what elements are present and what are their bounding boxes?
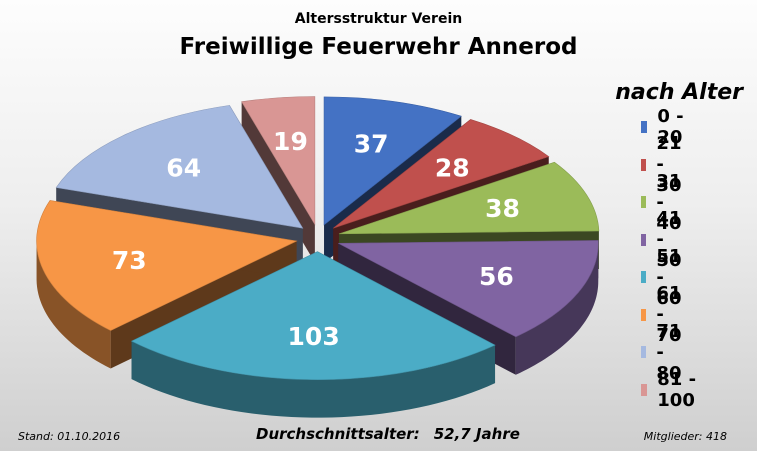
- legend-item-0-20: 0 - 20: [641, 106, 688, 148]
- stand-date: Stand: 01.10.2016: [18, 430, 121, 443]
- legend-swatch: [641, 196, 647, 208]
- legend-label: 21 - 30: [656, 133, 682, 196]
- legend-label: 51 - 60: [656, 245, 682, 309]
- chart-subtitle: Altersstruktur Verein: [294, 11, 463, 27]
- slice-top: [338, 161, 600, 235]
- legend-label: 41 - 50: [656, 208, 682, 271]
- pie-slice-61-70: 73: [36, 200, 298, 369]
- data-label-31-40: 38: [485, 194, 520, 223]
- slice-top: [323, 96, 462, 226]
- data-label-71-80: 64: [166, 153, 201, 182]
- data-label-41-50: 56: [479, 262, 514, 291]
- slice-top: [241, 96, 316, 226]
- legend-item-61-70: 61 - 70: [641, 283, 688, 346]
- legend-item-81-100: 81 - 100: [641, 369, 701, 411]
- legend-label: 31 - 40: [656, 170, 682, 234]
- chart-title: Freiwillige Feuerwehr Annerod: [179, 34, 578, 60]
- slice-top: [55, 105, 304, 229]
- average-age-value: 52,7 Jahre: [433, 425, 520, 443]
- average-age-label: Durchschnittsalter:: [256, 425, 420, 443]
- data-label-81-100: 19: [273, 127, 308, 156]
- slice-rim: [36, 241, 111, 369]
- legend-label: 81 - 100: [657, 368, 697, 411]
- legend-label: 0 - 20: [657, 106, 684, 148]
- data-label-51-60: 103: [288, 322, 340, 351]
- data-label-0-20: 37: [354, 130, 389, 159]
- average-age: Durchschnittsalter: 52,7 Jahre: [256, 425, 520, 443]
- slice-rim: [515, 243, 599, 375]
- legend-swatch: [641, 233, 647, 246]
- legend-swatch: [641, 271, 647, 283]
- legend-swatch: [641, 158, 647, 171]
- legend-swatch: [641, 308, 647, 321]
- slice-top: [130, 251, 496, 380]
- slice-top: [36, 200, 298, 331]
- data-label-21-30: 28: [435, 153, 470, 182]
- pie-slice-51-60: 103: [130, 251, 496, 418]
- legend-item-71-80: 71 - 80: [641, 321, 688, 384]
- legend-item-41-50: 41 - 50: [641, 208, 688, 271]
- legend-item-31-40: 31 - 40: [641, 171, 688, 234]
- slice-top: [333, 119, 550, 229]
- legend-item-51-60: 51 - 60: [641, 246, 688, 309]
- slice-top: [338, 240, 599, 338]
- legend-swatch: [641, 346, 647, 358]
- legend-title: nach Alter: [615, 80, 743, 105]
- legend-swatch: [641, 121, 648, 133]
- member-count: Mitglieder: 418: [643, 430, 727, 443]
- legend-item-21-30: 21 - 30: [641, 133, 688, 196]
- data-label-61-70: 73: [112, 246, 147, 275]
- slice-rim: [131, 341, 496, 418]
- legend-swatch: [641, 383, 648, 396]
- legend-label: 71 - 80: [656, 320, 682, 384]
- legend-label: 61 - 70: [656, 283, 682, 346]
